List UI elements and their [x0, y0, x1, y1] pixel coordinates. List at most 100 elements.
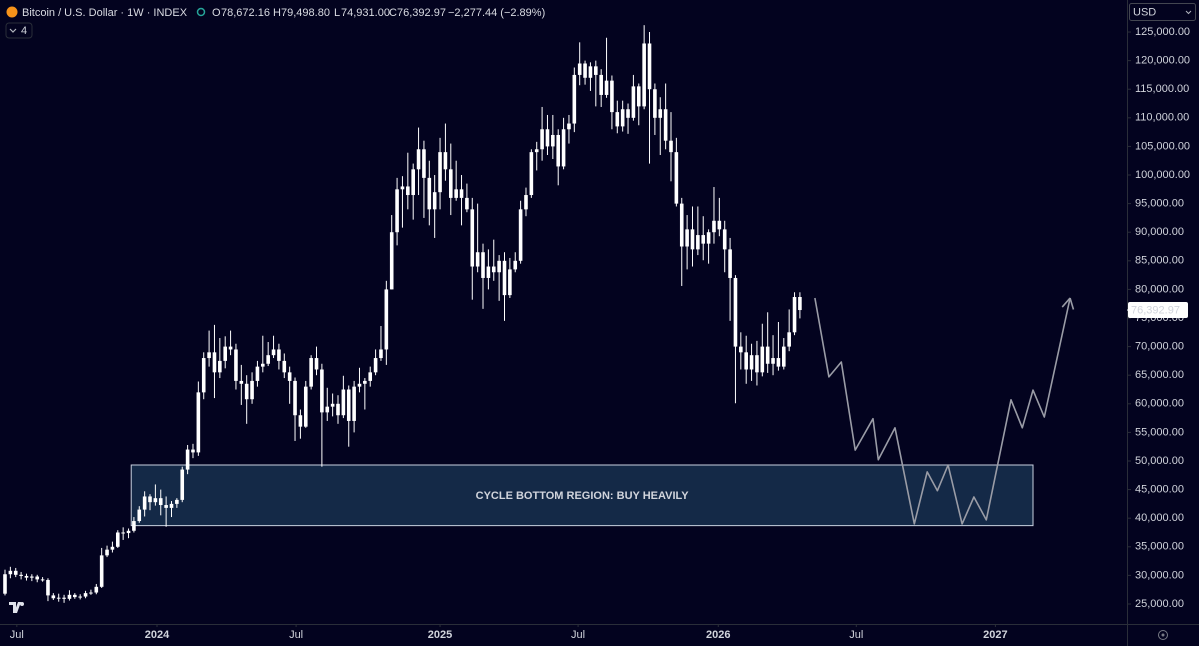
candle-body [336, 403, 340, 416]
candle-body [588, 66, 593, 78]
candle-body [244, 383, 249, 400]
candle-body [51, 595, 56, 599]
candle-body [352, 386, 356, 421]
candle-body [56, 597, 61, 599]
candle-body [239, 380, 244, 384]
candle-body [185, 449, 190, 470]
currency-select[interactable] [1129, 3, 1196, 21]
candle-body [524, 195, 528, 210]
candle-body [561, 129, 566, 167]
candle-body [411, 169, 415, 196]
candle-body [631, 86, 636, 118]
candle-body [218, 360, 222, 373]
low-value: 74,931.00 [341, 7, 390, 19]
x-tick-label: Jul [10, 629, 24, 641]
candle-body [389, 232, 394, 290]
last-price-label: 76,392.97 [1131, 304, 1180, 316]
x-tick-label: Jul [849, 629, 863, 641]
candle-body [486, 266, 491, 278]
candle-body [105, 549, 109, 556]
y-tick-label: 65,000.00 [1135, 369, 1184, 381]
candle-body [765, 346, 770, 364]
candle-body [465, 197, 469, 210]
candle-body [502, 260, 507, 296]
candle-body [30, 576, 34, 578]
candle-body [83, 593, 88, 597]
candle-body [513, 260, 518, 270]
y-tick-label: 95,000.00 [1135, 198, 1184, 210]
candle-body [121, 532, 125, 534]
candle-body [320, 369, 324, 413]
candle-body [379, 349, 383, 359]
y-tick-label: 120,000.00 [1135, 55, 1190, 67]
candle-body [261, 363, 265, 367]
indicator-toggle[interactable] [5, 22, 33, 39]
candle-body [35, 576, 40, 580]
candle-body [432, 192, 437, 210]
candle-body [137, 509, 142, 522]
candle-body [153, 498, 158, 503]
candle-body [303, 386, 308, 427]
candle-body [191, 449, 195, 453]
candle-body [701, 235, 706, 244]
candle-body [271, 349, 276, 356]
candle-body [443, 152, 448, 170]
candle-body [250, 380, 254, 400]
candle-body [46, 579, 50, 596]
currency-chevron [1185, 10, 1192, 15]
candle-body [717, 220, 722, 230]
candle-body [293, 380, 297, 416]
candle-body [508, 269, 512, 296]
candle-body [427, 177, 432, 210]
candle-body [529, 152, 534, 196]
candle-body [491, 266, 496, 273]
y-tick-label: 40,000.00 [1135, 512, 1184, 524]
candle-body [658, 109, 663, 118]
candle-body [690, 229, 695, 250]
x-tick-label: Jul [289, 629, 303, 641]
logo-dot [20, 602, 24, 606]
y-tick-label: 50,000.00 [1135, 455, 1184, 467]
candle-body [728, 249, 732, 278]
candle-body [470, 209, 475, 267]
zone-box [130, 464, 1034, 527]
y-tick-label: 35,000.00 [1135, 541, 1184, 553]
y-tick-label: 85,000.00 [1135, 255, 1184, 267]
indicator-count: 4 [21, 25, 27, 37]
candle-body [636, 86, 641, 107]
candle-body [583, 63, 587, 78]
x-tick-label: 2026 [706, 629, 730, 641]
candle-body [78, 596, 82, 598]
y-tick-label: 60,000.00 [1135, 398, 1184, 410]
candle-body [696, 235, 700, 250]
candle-body [341, 389, 346, 416]
y-tick-label: 115,000.00 [1135, 83, 1189, 95]
candle-body [255, 366, 260, 381]
projection-arrowhead [1069, 297, 1075, 310]
candle-body [771, 358, 775, 364]
candle-body [406, 186, 410, 196]
y-tick-label: 30,000.00 [1135, 569, 1184, 581]
y-tick-label: 110,000.00 [1135, 112, 1189, 124]
plot-area: CYCLE BOTTOM REGION: BUY HEAVILY [3, 25, 1075, 603]
candle-body [545, 129, 550, 147]
settings-icon[interactable] [1158, 630, 1168, 640]
candle-body [282, 360, 287, 373]
candle-body [749, 355, 754, 370]
projection-line [814, 297, 1071, 525]
candle-body [298, 415, 303, 427]
candle-body [475, 252, 480, 267]
candle-body [594, 66, 598, 75]
candle-body [642, 43, 646, 107]
candle-body [685, 229, 689, 247]
candle-body [620, 109, 625, 127]
projection-arrowhead [1061, 297, 1071, 308]
y-tick-label: 100,000.00 [1135, 169, 1190, 181]
candle-body [551, 134, 555, 147]
candle-body [368, 372, 373, 381]
candle-body [422, 149, 426, 178]
y-tick-label: 55,000.00 [1135, 426, 1184, 438]
status-dot[interactable] [196, 7, 206, 17]
candle-body [787, 332, 791, 347]
